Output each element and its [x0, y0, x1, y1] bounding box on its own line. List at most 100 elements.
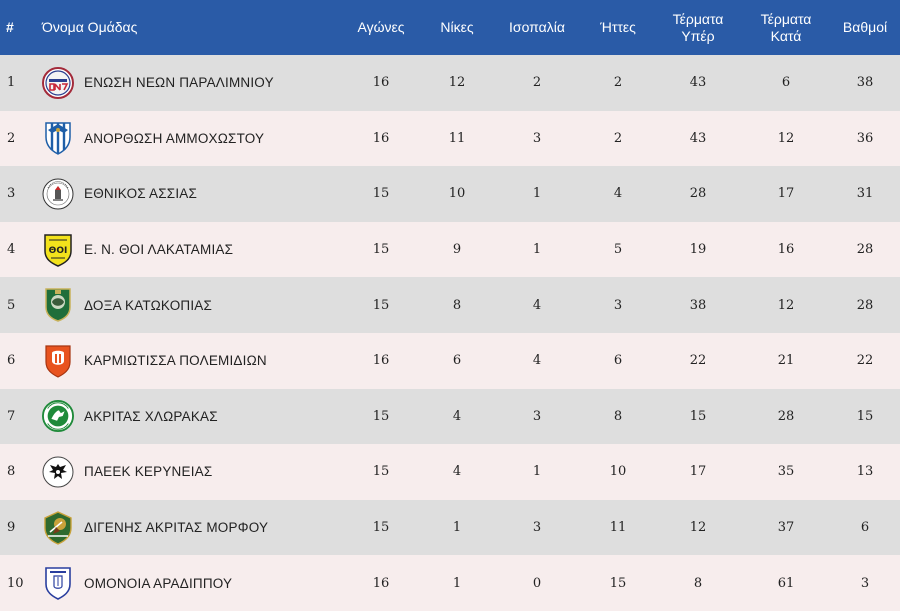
team-name[interactable]: ΠΑΕΕΚ ΚΕΡΥΝΕΙΑΣ	[84, 464, 213, 480]
wins-cell: 12	[448, 75, 466, 91]
rank-cell: 10	[7, 575, 24, 591]
goals-for-cell: 28	[689, 186, 707, 202]
wins-cell: 8	[452, 297, 462, 313]
akritas-crest-icon	[42, 398, 74, 434]
losses-cell: 6	[613, 353, 623, 369]
doxa-crest-icon	[42, 287, 74, 323]
wins-cell: 1	[452, 575, 462, 591]
wins-cell: 10	[448, 186, 466, 202]
draws-cell: 1	[532, 242, 542, 258]
rank-cell: 4	[7, 242, 16, 258]
karmiotissa-crest-icon	[42, 343, 74, 379]
header-losses[interactable]: Ήττες	[600, 19, 636, 35]
points-cell: 15	[856, 408, 874, 424]
rank-cell: 2	[7, 130, 16, 146]
team-name[interactable]: ΕΝΩΣΗ ΝΕΩΝ ΠΑΡΑΛΙΜΝΙΟΥ	[84, 75, 274, 91]
points-cell: 28	[856, 297, 874, 313]
goals-against-cell: 6	[781, 75, 791, 91]
team-cell[interactable]: ΔΙΓΕΝΗΣ ΑΚΡΙΤΑΣ ΜΟΡΦΟΥ	[38, 500, 340, 556]
team-name[interactable]: ΑΚΡΙΤΑΣ ΧΛΩΡΑΚΑΣ	[84, 408, 218, 424]
points-cell: 28	[856, 242, 874, 258]
header-goals-for[interactable]: Τέρματα Υπέρ	[654, 0, 742, 55]
header-draws[interactable]: Ισοπαλία	[509, 19, 565, 35]
played-cell: 15	[372, 520, 390, 536]
played-cell: 15	[372, 297, 390, 313]
table-row: 8 ΠΑΕΕΚ ΚΕΡΥΝΕΙΑΣ 15 4 1 10 17 35 13	[0, 444, 900, 500]
played-cell: 16	[372, 353, 390, 369]
table-row: 2 ΑΝΟΡΘΩΣΗ ΑΜΜΟΧΩΣΤΟΥ 16 11 3 2 43 12 36	[0, 110, 900, 167]
team-cell[interactable]: ΟΜΟΝΟΙΑ ΑΡΑΔΙΠΠΟΥ	[38, 555, 340, 611]
draws-cell: 1	[532, 464, 542, 480]
losses-cell: 11	[609, 520, 627, 536]
losses-cell: 2	[613, 75, 623, 91]
header-row: # Όνομα Ομάδας Αγώνες Νίκες Ισοπαλία Ήττ…	[0, 0, 900, 55]
wins-cell: 9	[452, 242, 462, 258]
goals-for-cell: 43	[689, 75, 707, 91]
goals-for-cell: 17	[689, 464, 707, 480]
draws-cell: 3	[532, 520, 542, 536]
losses-cell: 3	[613, 297, 623, 313]
team-cell[interactable]: ΚΑΡΜΙΩΤΙΣΣΑ ΠΟΛΕΜΙΔΙΩΝ	[38, 333, 340, 389]
team-cell[interactable]: ΘΟΙ Ε. Ν. ΘΟΙ ΛΑΚΑΤΑΜΙΑΣ	[38, 222, 340, 278]
team-name[interactable]: ΔΙΓΕΝΗΣ ΑΚΡΙΤΑΣ ΜΟΡΦΟΥ	[84, 520, 269, 536]
draws-cell: 3	[532, 130, 542, 146]
wins-cell: 1	[452, 520, 462, 536]
header-goals-against-line2: Κατά	[770, 27, 802, 44]
table-row: 9 ΔΙΓΕΝΗΣ ΑΚΡΙΤΑΣ ΜΟΡΦΟΥ 15 1 3 11 12 37…	[0, 499, 900, 556]
header-goals-against[interactable]: Τέρματα Κατά	[742, 0, 830, 55]
goals-for-cell: 43	[689, 130, 707, 146]
table-row: 10 ΟΜΟΝΟΙΑ ΑΡΑΔΙΠΠΟΥ 16 1 0 15 8 61 3	[0, 555, 900, 611]
losses-cell: 10	[609, 464, 627, 480]
goals-for-cell: 38	[689, 297, 707, 313]
points-cell: 36	[856, 130, 874, 146]
losses-cell: 5	[613, 242, 623, 258]
header-points[interactable]: Βαθμοί	[842, 19, 888, 35]
header-played[interactable]: Αγώνες	[357, 19, 405, 35]
team-name[interactable]: ΑΝΟΡΘΩΣΗ ΑΜΜΟΧΩΣΤΟΥ	[84, 130, 265, 146]
wins-cell: 11	[448, 130, 466, 146]
rank-cell: 3	[7, 186, 16, 202]
draws-cell: 4	[532, 297, 542, 313]
rank-cell: 5	[7, 297, 16, 313]
table-row: 6 ΚΑΡΜΙΩΤΙΣΣΑ ΠΟΛΕΜΙΔΙΩΝ 16 6 4 6 22 21 …	[0, 332, 900, 389]
team-cell[interactable]: ΕΝΩΣΗ ΝΕΩΝ ΠΑΡΑΛΙΜΝΙΟΥ	[38, 55, 340, 111]
team-name[interactable]: ΟΜΟΝΟΙΑ ΑΡΑΔΙΠΠΟΥ	[84, 575, 233, 591]
team-cell[interactable]: ΠΑΕΕΚ ΚΕΡΥΝΕΙΑΣ	[38, 444, 340, 500]
goals-against-cell: 61	[777, 575, 795, 591]
table-row: 5 ΔΟΞΑ ΚΑΤΩΚΟΠΙΑΣ 15 8 4 3 38 12 28	[0, 277, 900, 333]
team-name[interactable]: ΔΟΞΑ ΚΑΤΩΚΟΠΙΑΣ	[84, 297, 213, 313]
digenis-crest-icon	[42, 510, 74, 546]
header-rank[interactable]: #	[6, 19, 14, 35]
team-name[interactable]: ΕΘΝΙΚΟΣ ΑΣΣΙΑΣ	[84, 186, 198, 202]
wins-cell: 6	[452, 353, 462, 369]
team-cell[interactable]: ΕΘΝΙΚΟΣ ΑΣΣΙΑΣ	[38, 166, 340, 222]
paeek-crest-icon	[42, 454, 74, 490]
draws-cell: 4	[532, 353, 542, 369]
team-cell[interactable]: ΑΚΡΙΤΑΣ ΧΛΩΡΑΚΑΣ	[38, 389, 340, 445]
team-name[interactable]: ΚΑΡΜΙΩΤΙΣΣΑ ΠΟΛΕΜΙΔΙΩΝ	[84, 353, 267, 369]
played-cell: 15	[372, 242, 390, 258]
header-goals-against-line1: Τέρματα	[760, 10, 812, 27]
enp-crest-icon	[42, 65, 74, 101]
goals-for-cell: 8	[693, 575, 703, 591]
team-cell[interactable]: ΔΟΞΑ ΚΑΤΩΚΟΠΙΑΣ	[38, 277, 340, 333]
anorthosis-crest-icon	[42, 120, 74, 156]
header-team[interactable]: Όνομα Ομάδας	[42, 19, 138, 35]
header-wins[interactable]: Νίκες	[440, 19, 474, 35]
points-cell: 22	[856, 353, 874, 369]
team-name[interactable]: Ε. Ν. ΘΟΙ ΛΑΚΑΤΑΜΙΑΣ	[84, 242, 234, 258]
goals-for-cell: 22	[689, 353, 707, 369]
ethnikos-crest-icon	[42, 176, 74, 212]
goals-against-cell: 17	[777, 186, 795, 202]
played-cell: 15	[372, 408, 390, 424]
goals-against-cell: 12	[777, 130, 795, 146]
points-cell: 31	[856, 186, 874, 202]
wins-cell: 4	[452, 464, 462, 480]
omonoia-crest-icon	[42, 565, 74, 601]
goals-for-cell: 12	[689, 520, 707, 536]
goals-against-cell: 37	[777, 520, 795, 536]
table-row: 4 ΘΟΙ Ε. Ν. ΘΟΙ ΛΑΚΑΤΑΜΙΑΣ 15 9 1 5 19 1…	[0, 221, 900, 278]
team-cell[interactable]: ΑΝΟΡΘΩΣΗ ΑΜΜΟΧΩΣΤΟΥ	[38, 111, 340, 167]
played-cell: 16	[372, 575, 390, 591]
